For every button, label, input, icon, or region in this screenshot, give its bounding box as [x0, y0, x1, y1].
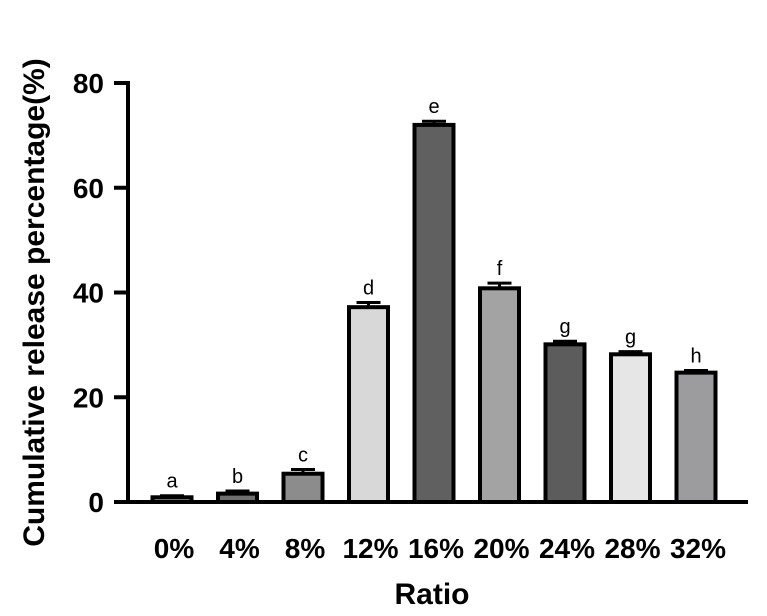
significance-letter: g — [559, 316, 570, 338]
x-tick-label: 24% — [539, 533, 595, 564]
bar — [347, 305, 390, 505]
bars-group — [150, 122, 718, 505]
error-bars-group — [160, 119, 708, 498]
significance-letter: a — [166, 471, 178, 493]
significance-letters-group: a b c d e f g g h — [166, 96, 701, 492]
y-axis-label: Cumulative release percentage(%) — [18, 58, 51, 547]
significance-letter: e — [428, 96, 439, 118]
x-ticks-group: 0% 4% 8% 12% 16% 20% 24% 28% 32% — [154, 533, 726, 564]
y-tick-label: 40 — [73, 278, 104, 309]
significance-letter: d — [363, 277, 374, 299]
y-tick-label: 60 — [73, 173, 104, 204]
x-tick-label: 20% — [473, 533, 529, 564]
y-tick-label: 0 — [88, 487, 104, 518]
x-tick-label: 12% — [342, 533, 398, 564]
significance-letter: h — [690, 346, 701, 368]
y-tick-label: 80 — [73, 68, 104, 99]
x-tick-label: 32% — [670, 533, 726, 564]
x-tick-label: 0% — [154, 533, 195, 564]
y-ticks-group: 0 20 40 60 80 — [73, 68, 128, 518]
significance-letter: c — [298, 445, 308, 467]
bar — [543, 342, 587, 504]
bar — [412, 122, 456, 505]
x-tick-label: 28% — [604, 533, 660, 564]
bar — [674, 370, 718, 505]
bar — [478, 286, 521, 504]
x-axis-label: Ratio — [395, 578, 470, 611]
x-tick-label: 8% — [285, 533, 326, 564]
x-tick-label: 16% — [408, 533, 464, 564]
significance-letter: f — [497, 258, 503, 280]
bar — [281, 471, 325, 504]
x-tick-label: 4% — [219, 533, 260, 564]
bar — [609, 352, 652, 504]
significance-letter: g — [625, 327, 636, 349]
significance-letter: b — [232, 466, 243, 488]
y-tick-label: 20 — [73, 382, 104, 413]
